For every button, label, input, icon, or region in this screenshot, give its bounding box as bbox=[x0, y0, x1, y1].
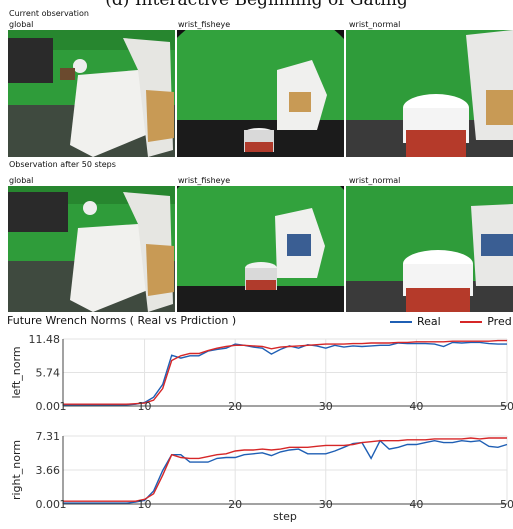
chart-1-x-tick-label-0: 1 bbox=[60, 498, 67, 511]
chart-1-y-tick-label-1: 3.66 bbox=[36, 464, 61, 477]
view-label-global-future: global bbox=[9, 176, 34, 185]
chart-0-x-tick-label-5: 50 bbox=[500, 400, 513, 413]
chart-0-series-line-pred bbox=[63, 339, 507, 405]
chart-0-x-tick-label-4: 40 bbox=[409, 400, 423, 413]
chart-1-series-line-pred bbox=[63, 437, 507, 502]
wrist-fisheye-camera-image-future bbox=[177, 186, 344, 312]
chart-0-x-tick-label-3: 30 bbox=[319, 400, 333, 413]
figure-title: (d) Interactive Beginning of Gating bbox=[105, 0, 408, 10]
chart-1-y-axis-label: right_norm bbox=[10, 440, 23, 500]
left-norm-chart: 0.00 5.74 11.48 1 10 20 30 40 50 left_norm bbox=[10, 333, 513, 413]
chart-0-y-tick-label-2: 11.48 bbox=[29, 333, 61, 346]
chart-1-y-tick-label-0: 0.00 bbox=[36, 498, 61, 511]
future-observation-label: Observation after 50 steps bbox=[9, 160, 116, 169]
chart-1-x-tick-label-3: 30 bbox=[319, 498, 333, 511]
view-label-global: global bbox=[9, 20, 34, 29]
chart-0-x-tick-label-1: 10 bbox=[138, 400, 152, 413]
wrist-normal-camera-image-future bbox=[346, 186, 513, 312]
chart-0-series-line-real bbox=[63, 341, 507, 406]
chart-1-x-tick-label-4: 40 bbox=[409, 498, 423, 511]
legend-item-real: Real bbox=[390, 315, 441, 328]
chart-0-x-tick-label-0: 1 bbox=[60, 400, 67, 413]
chart-1-x-tick-label-5: 50 bbox=[500, 498, 513, 511]
chart-1-y-tick-label-2: 7.31 bbox=[36, 430, 61, 443]
global-camera-image-future bbox=[8, 186, 175, 312]
global-camera-image bbox=[8, 30, 175, 157]
legend-swatch-real bbox=[390, 321, 412, 323]
chart-1-series-line-real bbox=[63, 439, 508, 504]
chart-0-y-tick-label-0: 0.00 bbox=[36, 400, 61, 413]
view-label-wrist-normal-future: wrist_normal bbox=[349, 176, 401, 185]
chart-1-x-tick-label-1: 10 bbox=[138, 498, 152, 511]
wrist-normal-camera-image bbox=[346, 30, 513, 157]
current-observation-label: Current observation bbox=[9, 9, 89, 18]
chart-0-y-axis-label: left_norm bbox=[10, 346, 23, 398]
legend-label-pred: Pred bbox=[487, 315, 512, 328]
chart-1-x-axis-label: step bbox=[273, 510, 297, 523]
chart-legend: Real Pred bbox=[390, 315, 513, 328]
chart-1-x-tick-label-2: 20 bbox=[228, 498, 242, 511]
view-label-wrist-fisheye: wrist_fisheye bbox=[178, 20, 231, 29]
view-label-wrist-normal: wrist_normal bbox=[349, 20, 401, 29]
legend-item-pred: Pred bbox=[460, 315, 512, 328]
wrist-fisheye-camera-image bbox=[177, 30, 344, 157]
chart-title: Future Wrench Norms ( Real vs Prdiction … bbox=[7, 314, 237, 327]
legend-swatch-pred bbox=[460, 321, 483, 323]
chart-0-x-tick-label-2: 20 bbox=[228, 400, 242, 413]
view-label-wrist-fisheye-future: wrist_fisheye bbox=[178, 176, 231, 185]
chart-0-y-tick-label-1: 5.74 bbox=[36, 367, 61, 380]
legend-label-real: Real bbox=[417, 315, 441, 328]
